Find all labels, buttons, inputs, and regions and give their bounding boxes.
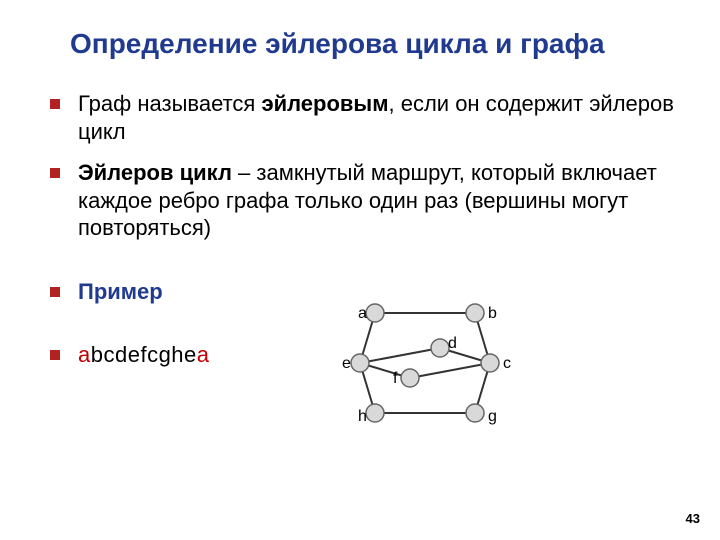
svg-text:d: d [448, 335, 457, 352]
b4-red1: a [78, 342, 91, 367]
b3-text: Пример [78, 279, 163, 304]
slide: Определение эйлерова цикла и графа Граф … [0, 0, 720, 540]
svg-text:e: e [342, 355, 351, 372]
graph-diagram: a b e c d f h g [330, 298, 530, 438]
svg-text:a: a [358, 305, 367, 322]
svg-text:f: f [393, 370, 398, 387]
bullet-2: Эйлеров цикл – замкнутый маршрут, которы… [50, 159, 680, 242]
b2-bold: Эйлеров цикл [78, 160, 232, 185]
svg-text:c: c [503, 355, 511, 372]
svg-text:b: b [488, 305, 497, 322]
page-title: Определение эйлерова цикла и графа [70, 28, 680, 60]
bullet-1: Граф называется эйлеровым, если он содер… [50, 90, 680, 145]
svg-text:h: h [358, 408, 367, 425]
svg-text:g: g [488, 408, 497, 425]
b1-bold: эйлеровым [261, 91, 388, 116]
b4-mid: bcdefcghe [91, 342, 197, 367]
page-number: 43 [686, 511, 700, 526]
b1-pre: Граф называется [78, 91, 261, 116]
graph-svg: a b e c d f h g [330, 298, 530, 438]
b4-red2: a [197, 342, 210, 367]
